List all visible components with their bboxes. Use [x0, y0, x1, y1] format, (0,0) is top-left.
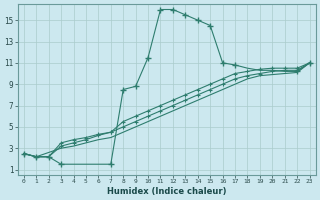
X-axis label: Humidex (Indice chaleur): Humidex (Indice chaleur): [107, 187, 227, 196]
